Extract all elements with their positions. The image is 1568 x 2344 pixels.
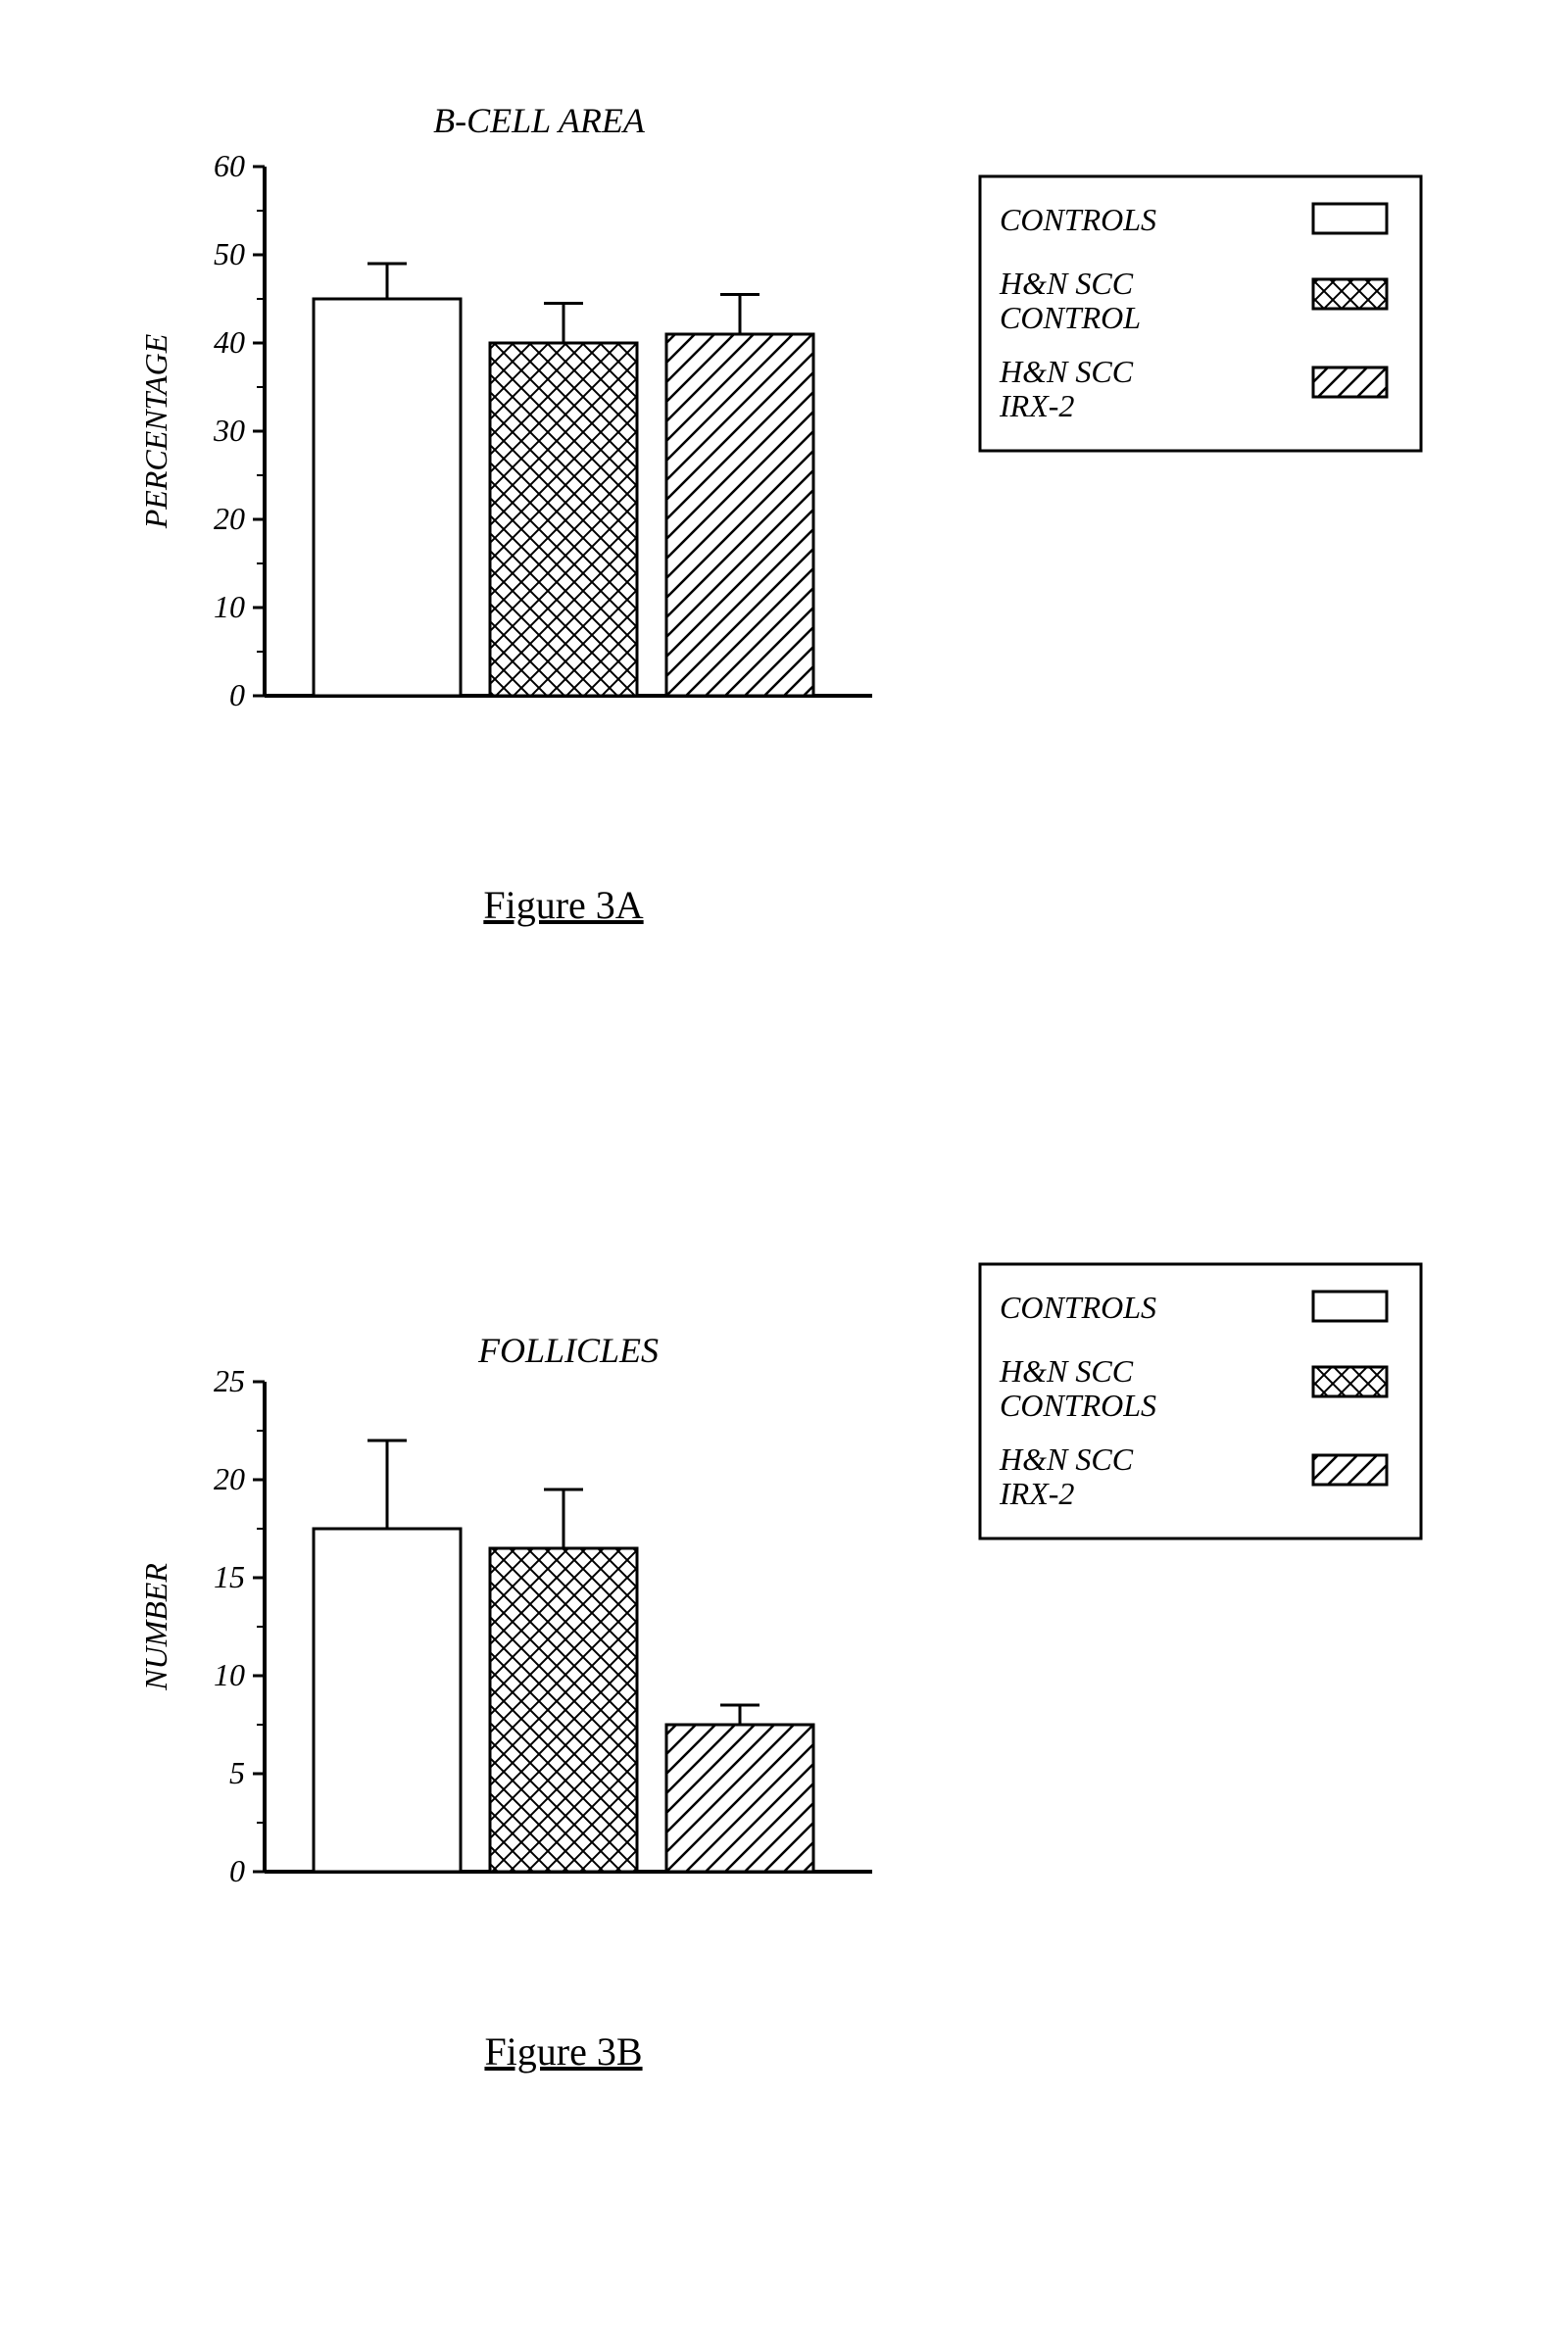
- ytick-label: 0: [229, 1853, 245, 1888]
- legend-label: CONTROLS: [1000, 202, 1156, 237]
- ytick-label: 15: [214, 1559, 245, 1594]
- ytick-label: 25: [214, 1363, 245, 1398]
- ytick-label: 50: [214, 236, 245, 271]
- bar-hnscc-irx2: [666, 334, 813, 696]
- chart-a-yticks: 0 10 20 30 40 50 60: [213, 148, 265, 712]
- ytick-label: 20: [214, 501, 245, 536]
- ytick-label: 10: [214, 1657, 245, 1692]
- legend-label: H&N SCC: [999, 1353, 1134, 1389]
- figure-3a-chart: B-CELL AREA 0 10 20 30 40 50 60: [98, 88, 1470, 823]
- legend-label: H&N SCC: [999, 1441, 1134, 1477]
- legend-label: H&N SCC: [999, 354, 1134, 389]
- legend-label: CONTROLS: [1000, 1290, 1156, 1325]
- chart-b-ylabel: NUMBER: [138, 1563, 173, 1691]
- figure-3b-block: FOLLICLES 0 5 10 15 20 25 NUMBER: [98, 1225, 1470, 2107]
- figure-3b-chart: FOLLICLES 0 5 10 15 20 25 NUMBER: [98, 1225, 1470, 1960]
- legend-label: CONTROLS: [1000, 1388, 1156, 1423]
- ytick-label: 40: [214, 324, 245, 360]
- legend-swatch-diagonal: [1313, 367, 1387, 397]
- legend-label: H&N SCC: [999, 266, 1134, 301]
- chart-b-title: FOLLICLES: [477, 1331, 659, 1370]
- ytick-label: 0: [229, 677, 245, 712]
- bar-hnscc-controls: [490, 1548, 637, 1872]
- legend-swatch-blank: [1313, 1292, 1387, 1321]
- figure-3b-caption: Figure 3B: [441, 2028, 686, 2075]
- ytick-label: 30: [213, 413, 245, 448]
- figure-3a-block: B-CELL AREA 0 10 20 30 40 50 60: [98, 88, 1470, 970]
- figure-3a-caption: Figure 3A: [441, 882, 686, 928]
- bar-hnscc-control: [490, 343, 637, 696]
- ytick-label: 20: [214, 1461, 245, 1496]
- legend-swatch-blank: [1313, 204, 1387, 233]
- chart-a-ylabel: PERCENTAGE: [138, 333, 173, 529]
- ytick-label: 10: [214, 589, 245, 624]
- legend-label: CONTROL: [1000, 300, 1141, 335]
- bar-controls: [314, 299, 461, 696]
- legend-label: IRX-2: [999, 1476, 1074, 1511]
- ytick-label: 60: [214, 148, 245, 183]
- legend-swatch-diagonal: [1313, 1455, 1387, 1485]
- chart-b-yticks: 0 5 10 15 20 25: [214, 1363, 265, 1888]
- legend-label: IRX-2: [999, 388, 1074, 423]
- bar-hnscc-irx2: [666, 1725, 813, 1872]
- ytick-label: 5: [229, 1755, 245, 1790]
- legend-swatch-crosshatch: [1313, 1367, 1387, 1396]
- bar-controls: [314, 1529, 461, 1872]
- chart-a-title: B-CELL AREA: [433, 101, 646, 140]
- legend-swatch-crosshatch: [1313, 279, 1387, 309]
